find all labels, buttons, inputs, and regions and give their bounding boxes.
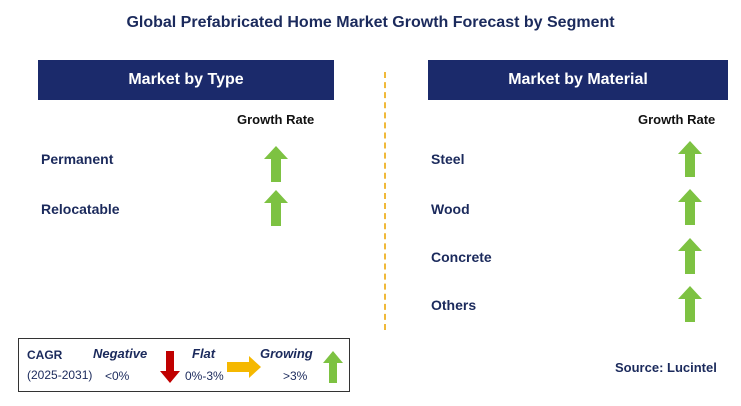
- negative-arrow-icon: [160, 351, 180, 383]
- legend-growing-value: >3%: [283, 369, 308, 383]
- growing-arrow-icon: [323, 351, 343, 383]
- flat-arrow-icon: [227, 356, 261, 378]
- segment-label-wood: Wood: [431, 201, 470, 217]
- cagr-legend: CAGR (2025-2031) Negative <0% Flat 0%-3%…: [18, 338, 350, 392]
- legend-cagr-label: CAGR: [27, 348, 63, 362]
- segment-label-relocatable: Relocatable: [41, 201, 120, 217]
- legend-growing-label: Growing: [260, 346, 313, 361]
- segment-label-steel: Steel: [431, 151, 465, 167]
- segment-label-others: Others: [431, 297, 477, 313]
- growing-arrow-icon: [678, 141, 702, 177]
- type-growth-rate-label: Growth Rate: [237, 112, 315, 127]
- growing-arrow-icon: [678, 189, 702, 225]
- page-title: Global Prefabricated Home Market Growth …: [126, 14, 615, 31]
- legend-period-label: (2025-2031): [27, 368, 93, 382]
- legend-negative-label: Negative: [93, 346, 148, 361]
- growing-arrow-icon: [264, 146, 288, 182]
- material-growth-rate-label: Growth Rate: [638, 112, 716, 127]
- segment-label-permanent: Permanent: [41, 151, 114, 167]
- growing-arrow-icon: [678, 286, 702, 322]
- segment-label-concrete: Concrete: [431, 249, 492, 265]
- legend-negative-value: <0%: [105, 369, 130, 383]
- growing-arrow-icon: [264, 190, 288, 226]
- material-header: Market by Material: [428, 60, 728, 100]
- panel-divider: [384, 72, 386, 330]
- source-label: Source: Lucintel: [615, 360, 717, 375]
- legend-flat-label: Flat: [192, 346, 216, 361]
- growing-arrow-icon: [678, 238, 702, 274]
- type-header: Market by Type: [38, 60, 334, 100]
- legend-flat-value: 0%-3%: [185, 369, 224, 383]
